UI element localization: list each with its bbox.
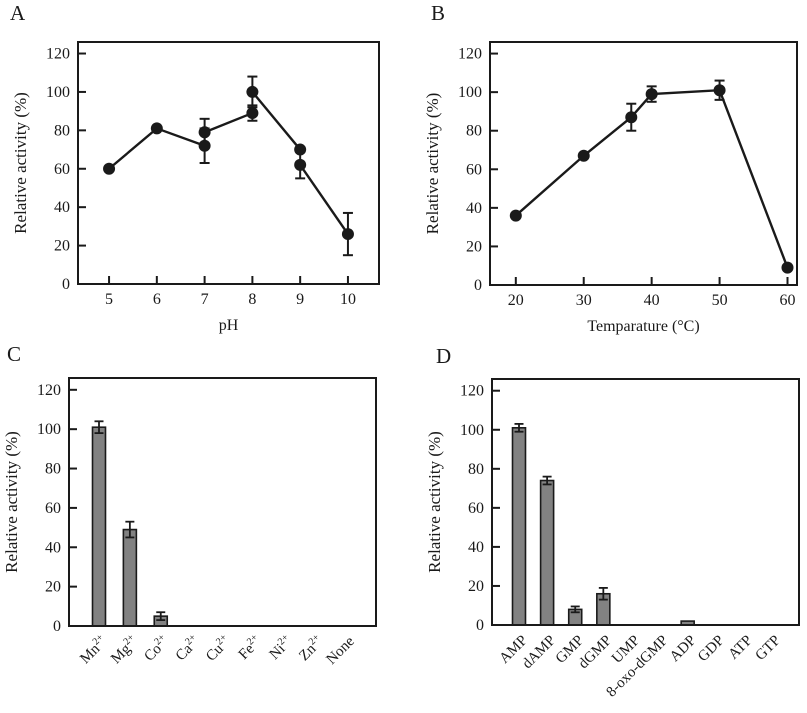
panel-d: D AMP dAMP GMP dGMP UMP 8-oxo-dGMP ADP GDP ATP GT…: [404, 338, 807, 713]
data-point-marker: [713, 84, 726, 97]
category-label: Ni2+: [265, 632, 296, 663]
plot-frame: [491, 378, 800, 626]
y-tick-label: 120: [37, 382, 61, 399]
y-tick-label: 60: [468, 500, 484, 517]
y-tick-label: 20: [54, 238, 70, 255]
y-tick-label: 80: [54, 122, 70, 139]
category-label: ATP: [726, 633, 756, 663]
data-line: [251, 91, 302, 151]
y-tick-label: 100: [458, 84, 482, 101]
category-label: GTP: [752, 633, 783, 664]
panel-b-letter: B: [431, 1, 446, 25]
data-point-marker: [198, 139, 211, 152]
x-tick-label: 30: [576, 292, 592, 309]
data-point-marker: [294, 143, 307, 156]
data-point-marker: [294, 158, 307, 171]
y-tick-label: 80: [466, 123, 482, 140]
category-label: Co2+: [140, 632, 173, 665]
data-line: [204, 111, 253, 134]
y-axis-label: Relative activity (%): [11, 92, 30, 234]
category-label: Fe2+: [234, 632, 265, 663]
nucleotide-substrate-bar-chart: AMPdAMPGMPdGMPUMP8-oxo-dGMPADPGDPATPGTP0…: [425, 378, 800, 700]
data-line: [299, 164, 349, 235]
y-tick-label: 40: [466, 200, 482, 217]
y-tick-label: 20: [45, 579, 61, 596]
y-tick-label: 60: [466, 161, 482, 178]
data-point-marker: [103, 162, 116, 175]
y-tick-label: 80: [468, 461, 484, 478]
category-label: ADP: [667, 633, 700, 666]
panel-c-letter: C: [7, 342, 22, 366]
x-tick-label: 50: [712, 292, 728, 309]
y-tick-label: 20: [468, 578, 484, 595]
y-tick-label: 0: [53, 618, 61, 635]
y-tick-label: 40: [468, 539, 484, 556]
y-tick-label: 100: [460, 422, 484, 439]
x-tick-label: 40: [644, 292, 660, 309]
category-label: Mg2+: [107, 632, 142, 667]
y-tick-label: 100: [46, 84, 70, 101]
y-tick-label: 120: [46, 46, 70, 63]
category-label: Cu2+: [202, 632, 235, 665]
x-axis-label: Temparature (°C): [587, 318, 699, 335]
data-point-marker: [577, 149, 590, 162]
data-point-marker: [625, 111, 638, 124]
x-tick-label: 6: [153, 291, 161, 308]
panel-a-letter: A: [10, 1, 26, 25]
panel-c: C Mn2+ Mg2+ Co2+ Ca2+ Cu2+ Fe2+ Ni2+ Zn2+ None 0 2…: [0, 338, 404, 713]
y-tick-label: 120: [460, 383, 484, 400]
x-tick-label: 60: [779, 292, 795, 309]
y-axis-label: Relative activity (%): [2, 431, 21, 573]
y-tick-label: 20: [466, 238, 482, 255]
x-tick-label: 9: [296, 291, 304, 308]
bar: [511, 427, 527, 626]
x-tick-label: 8: [248, 291, 256, 308]
x-tick-label: 7: [201, 291, 209, 308]
y-tick-label: 0: [62, 276, 70, 293]
data-point-marker: [246, 85, 259, 98]
y-tick-label: 60: [45, 500, 61, 517]
category-label: Zn2+: [295, 632, 327, 664]
plot-frame: [68, 377, 377, 627]
data-point-marker: [509, 209, 522, 222]
x-axis-label: pH: [219, 317, 239, 334]
panel-d-letter: D: [436, 344, 452, 368]
category-label: Ca2+: [171, 632, 203, 664]
y-tick-label: 100: [37, 421, 61, 438]
y-tick-label: 40: [45, 539, 61, 556]
data-line: [515, 88, 789, 269]
metal-ion-bar-chart: Mn2+Mg2+Co2+Ca2+Cu2+Fe2+Ni2+Zn2+ None 0 20 4…: [2, 377, 377, 668]
category-label: None: [324, 633, 359, 668]
data-point-marker: [645, 88, 658, 101]
x-tick-label: 5: [105, 291, 113, 308]
y-axis-label: Relative activity (%): [423, 93, 442, 235]
ph-activity-line-chart: 5 6 7 8 9 10 pH 0 20 40 60 80 100 120 Relative activit…: [11, 41, 380, 334]
y-tick-label: 60: [54, 161, 70, 178]
bar: [91, 426, 107, 627]
data-point-marker: [246, 107, 259, 120]
y-tick-label: 120: [458, 46, 482, 63]
data-point-marker: [341, 228, 354, 241]
panel-a: A 5 6 7 8 9 10 pH 0 20 40 60 80 100 120 Relative activ…: [0, 0, 404, 338]
x-tick-label: 20: [508, 292, 524, 309]
category-label: Mn2+: [76, 632, 111, 667]
y-tick-label: 40: [54, 199, 70, 216]
temperature-activity-line-chart: 20 30 40 50 60 Temparature (°C) 0 20 40 60 80 100 12…: [423, 41, 798, 335]
plot-frame: [77, 41, 380, 285]
bar: [122, 528, 138, 627]
bar: [539, 479, 555, 626]
data-point-marker: [198, 126, 211, 139]
data-point-marker: [150, 122, 163, 135]
panel-b: B 20 30 40 50 60 Temparature (°C) 0 20 40 60 80 100…: [404, 0, 807, 338]
y-tick-label: 0: [474, 277, 482, 294]
y-axis-label: Relative activity (%): [425, 431, 444, 573]
category-label: GDP: [695, 633, 728, 666]
plot-frame: [489, 41, 798, 286]
x-tick-label: 10: [340, 291, 356, 308]
data-point-marker: [781, 261, 794, 274]
y-tick-label: 80: [45, 461, 61, 478]
y-tick-label: 0: [476, 617, 484, 634]
data-line: [108, 127, 206, 170]
